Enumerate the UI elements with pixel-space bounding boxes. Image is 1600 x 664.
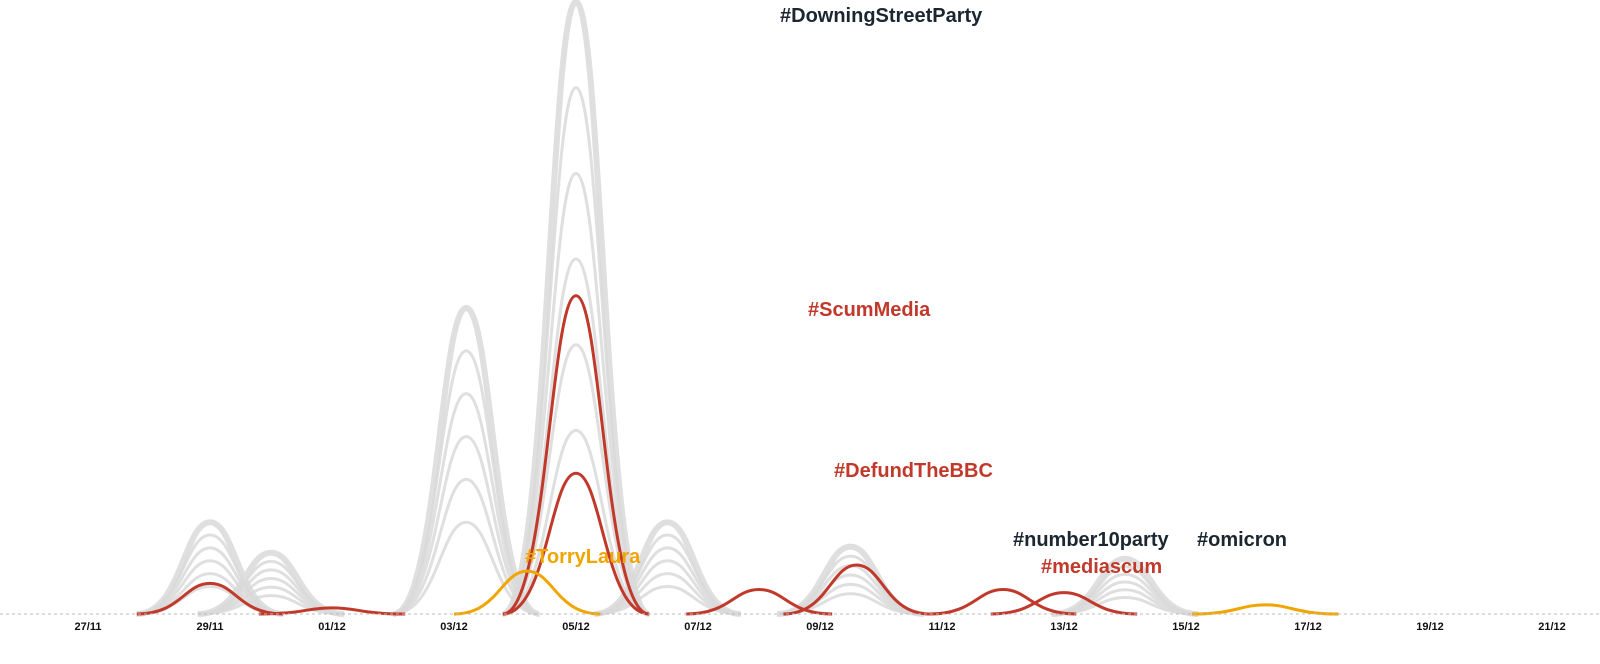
label-mediascum: #mediascum xyxy=(1041,556,1162,578)
series-line xyxy=(502,171,650,616)
series-line xyxy=(136,392,741,616)
label-defundthebbc: #DefundTheBBC xyxy=(834,460,993,482)
series-line xyxy=(1051,595,1199,616)
series-line xyxy=(136,520,741,616)
x-tick-label: 21/12 xyxy=(1538,621,1566,633)
highlight-series-line xyxy=(783,563,930,616)
series-line xyxy=(1051,572,1199,616)
highlight-series-line xyxy=(502,294,650,616)
x-tick-label: 05/12 xyxy=(562,621,590,633)
x-tick-label: 13/12 xyxy=(1050,621,1078,633)
series-line xyxy=(1051,580,1199,616)
series-line xyxy=(1051,588,1199,616)
x-tick-label: 03/12 xyxy=(440,621,468,633)
series-line xyxy=(136,435,741,616)
x-axis-ticks: 27/11 29/11 01/12 03/12 05/12 07/12 09/12 11/12… xyxy=(75,621,1566,633)
series-line xyxy=(502,343,650,616)
background-series-layer xyxy=(136,0,1199,617)
highlight-series-line xyxy=(502,471,650,616)
x-tick-label: 01/12 xyxy=(318,621,346,633)
x-tick-label: 17/12 xyxy=(1294,621,1322,633)
x-tick-label: 15/12 xyxy=(1172,621,1200,633)
highlight-series-line xyxy=(453,569,1339,616)
series-line xyxy=(777,582,924,616)
series-line xyxy=(777,554,924,616)
x-tick-label: 27/11 xyxy=(75,621,102,633)
series-line xyxy=(777,573,924,616)
series-line xyxy=(501,0,651,617)
label-scummedia: #ScumMedia xyxy=(808,299,931,321)
series-line xyxy=(1051,565,1199,616)
x-tick-label: 29/11 xyxy=(197,621,224,633)
label-downingstreetparty: #DowningStreetParty xyxy=(780,5,983,27)
series-line xyxy=(136,349,741,616)
highlight-series-layer xyxy=(136,294,1339,616)
series-line xyxy=(502,86,650,616)
x-tick-label: 07/12 xyxy=(684,621,712,633)
label-omicron: #omicron xyxy=(1197,529,1287,551)
series-line xyxy=(136,304,742,617)
series-line xyxy=(136,477,741,616)
x-tick-label: 11/12 xyxy=(929,621,956,633)
x-tick-label: 19/12 xyxy=(1416,621,1444,633)
label-number10party: #number10party xyxy=(1013,529,1169,551)
highlight-series-line xyxy=(685,588,1138,616)
x-tick-label: 09/12 xyxy=(806,621,834,633)
highlight-series-line xyxy=(136,581,406,616)
label-torrylaura: #TorryLaura xyxy=(525,546,641,568)
